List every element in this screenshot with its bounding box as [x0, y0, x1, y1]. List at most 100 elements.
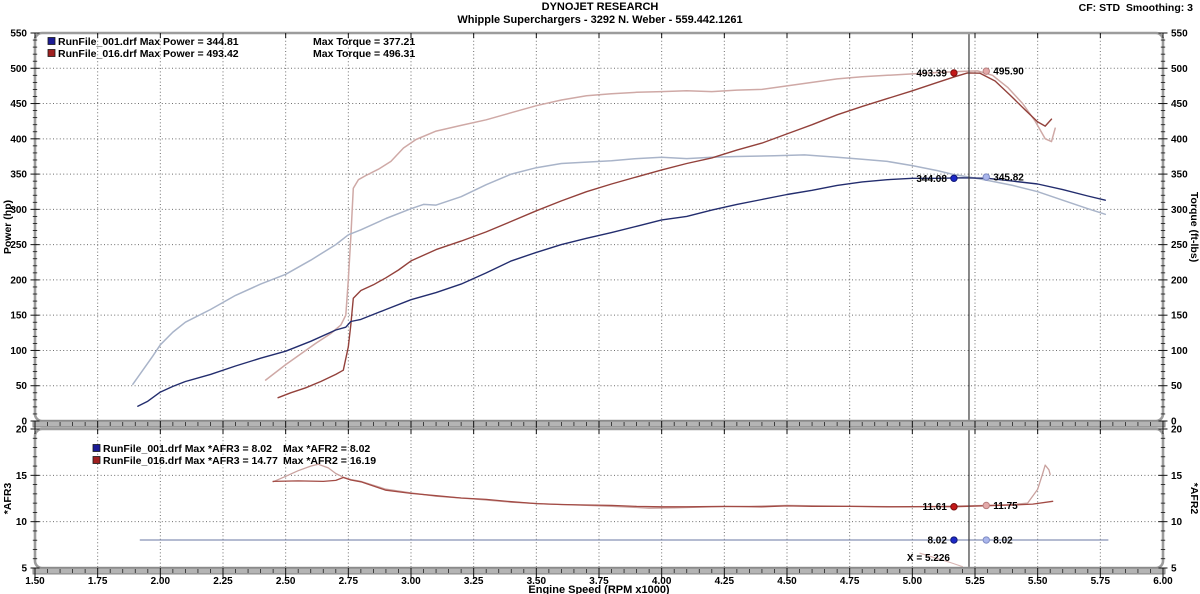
legend-max-label: Max *AFR2 = 8.02: [283, 443, 370, 455]
y-axis-label-left: 450: [10, 99, 27, 110]
x-axis-label: 2.00: [151, 576, 171, 587]
y-axis-label-left: 200: [10, 275, 27, 286]
series-power-016: [277, 72, 1053, 399]
y-axis-label-right: 10: [1171, 517, 1183, 528]
cursor-value-label: 11.61: [922, 502, 947, 513]
legend-swatch: [92, 444, 101, 452]
cursor-dot: [950, 174, 958, 182]
y-axis-label-left: 10: [16, 517, 28, 528]
cursor-value-label: 8.02: [993, 536, 1013, 547]
cursor-dot: [982, 536, 990, 544]
y-axis-label-left: 20: [16, 425, 28, 436]
y-axis-label-left: 150: [10, 311, 27, 322]
cursor-x-label: X = 5.226: [907, 553, 951, 564]
x-axis-label: 5.75: [1091, 576, 1111, 587]
cursor-value-label: 344.08: [916, 174, 947, 185]
power-torque-plot-area[interactable]: [35, 33, 1163, 421]
legend-swatch: [47, 37, 56, 45]
x-axis-label: 1.50: [25, 576, 45, 587]
y-axis-label-right: 400: [1171, 134, 1188, 145]
power-torque-chart: 0 0 50 50 100 100 150 150 200 200 250 250 300 300 350 3…: [2, 29, 1200, 431]
cursor-value-label: 495.90: [993, 67, 1024, 78]
legend-swatch: [92, 456, 101, 464]
x-axis-label: 6.00: [1153, 576, 1173, 587]
y-axis-label-left: 250: [10, 240, 27, 251]
series-torque-001: [132, 154, 1107, 386]
x-axis-label: 5.00: [903, 576, 923, 587]
cursor-dot: [982, 67, 990, 75]
cursor-dot: [982, 173, 990, 181]
y-axis-label-left: 500: [10, 64, 27, 75]
cursor-value-label: 345.82: [993, 173, 1024, 184]
legend-run-label: RunFile_016.drf Max *AFR3 = 14.77: [103, 455, 278, 467]
legend-max-label: Max Torque = 377.21: [313, 36, 415, 48]
legend-run-label: RunFile_016.drf Max Power = 493.42: [58, 48, 239, 60]
y-axis-label-left: 400: [10, 134, 27, 145]
afr-chart: 5 5 10 10 15 15 20 20 1.50 1.75 2.00 2.25 2.50 2.75 3.…: [2, 425, 1200, 594]
cursor-value-label: 493.39: [916, 68, 947, 79]
shop-subtitle: Whipple Superchargers - 3292 N. Weber - …: [457, 14, 743, 26]
cursor-dot: [950, 503, 958, 511]
y-axis-label-left: 5: [21, 564, 27, 575]
series-torque-016: [264, 70, 1056, 381]
y-axis-label-left: 50: [16, 381, 28, 392]
x-axis-label: 3.75: [589, 576, 609, 587]
y-axis-label-right: 550: [1171, 29, 1188, 40]
y-axis-label-right: 250: [1171, 240, 1188, 251]
y-axis-label-right: 5: [1171, 564, 1177, 575]
cursor-dot: [982, 501, 990, 510]
x-axis-label: 2.50: [276, 576, 296, 587]
y-axis-title-left: *AFR3: [2, 483, 14, 515]
y-axis-label-right: 50: [1171, 381, 1183, 392]
y-axis-label-left: 15: [16, 471, 28, 482]
page-title: DYNOJET RESEARCH: [541, 1, 659, 13]
power-torque-legend: RunFile_001.drf Max Power = 344.81 Max To…: [47, 36, 415, 60]
y-axis-label-left: 0: [21, 417, 27, 428]
legend-run-label: RunFile_001.drf Max Power = 344.81: [58, 36, 239, 48]
x-axis-label: 5.50: [1028, 576, 1048, 587]
legend-max-label: Max *AFR2 = 16.19: [283, 455, 376, 467]
y-axis-label-right: 100: [1171, 346, 1188, 357]
legend-run-label: RunFile_001.drf Max *AFR3 = 8.02: [103, 443, 272, 455]
y-axis-label-right: 500: [1171, 64, 1188, 75]
x-axis-label: 3.50: [527, 576, 547, 587]
legend-swatch: [47, 49, 56, 57]
x-axis-label: 4.25: [715, 576, 735, 587]
x-axis-label: 5.25: [965, 576, 985, 587]
y-axis-label-right: 0: [1171, 417, 1177, 428]
x-axis-label: 2.75: [339, 576, 359, 587]
x-axis-label: 3.25: [464, 576, 484, 587]
y-axis-label-right: 15: [1171, 471, 1183, 482]
x-axis-label: 4.00: [652, 576, 672, 587]
y-axis-title-right: *AFR2: [1188, 483, 1200, 515]
series-afr2-016-tail: [919, 552, 964, 568]
y-axis-title-left: Power (hp): [2, 200, 14, 254]
cursor-dot: [950, 69, 958, 77]
legend-max-label: Max Torque = 496.31: [313, 48, 415, 60]
y-axis-label-right: 350: [1171, 170, 1188, 181]
y-axis-label-left: 100: [10, 346, 27, 357]
cursor-dot: [950, 536, 958, 544]
y-axis-label-right: 150: [1171, 311, 1188, 322]
y-axis-title-right: Torque (ft-lbs): [1188, 192, 1200, 262]
y-axis-label-right: 20: [1171, 425, 1183, 436]
cursor-value-label: 8.02: [927, 536, 947, 547]
x-axis-label: 4.50: [777, 576, 797, 587]
x-axis-label: 4.75: [840, 576, 860, 587]
y-axis-label-right: 450: [1171, 99, 1188, 110]
x-axis-label: 3.00: [401, 576, 421, 587]
x-axis-title: Engine Speed (RPM x1000): [528, 584, 670, 594]
y-axis-label-left: 300: [10, 205, 27, 216]
correction-smoothing-status: CF: STD Smoothing: 3: [1078, 2, 1193, 14]
y-axis-label-right: 200: [1171, 275, 1188, 286]
cursor-value-label: 11.75: [993, 501, 1018, 512]
x-axis-label: 1.75: [88, 576, 108, 587]
x-axis-label: 2.25: [213, 576, 233, 587]
series-power-001: [137, 177, 1107, 407]
series-afr3-016: [272, 476, 1054, 508]
y-axis-label-left: 550: [10, 29, 27, 40]
y-axis-label-right: 300: [1171, 205, 1188, 216]
y-axis-label-left: 350: [10, 170, 27, 181]
